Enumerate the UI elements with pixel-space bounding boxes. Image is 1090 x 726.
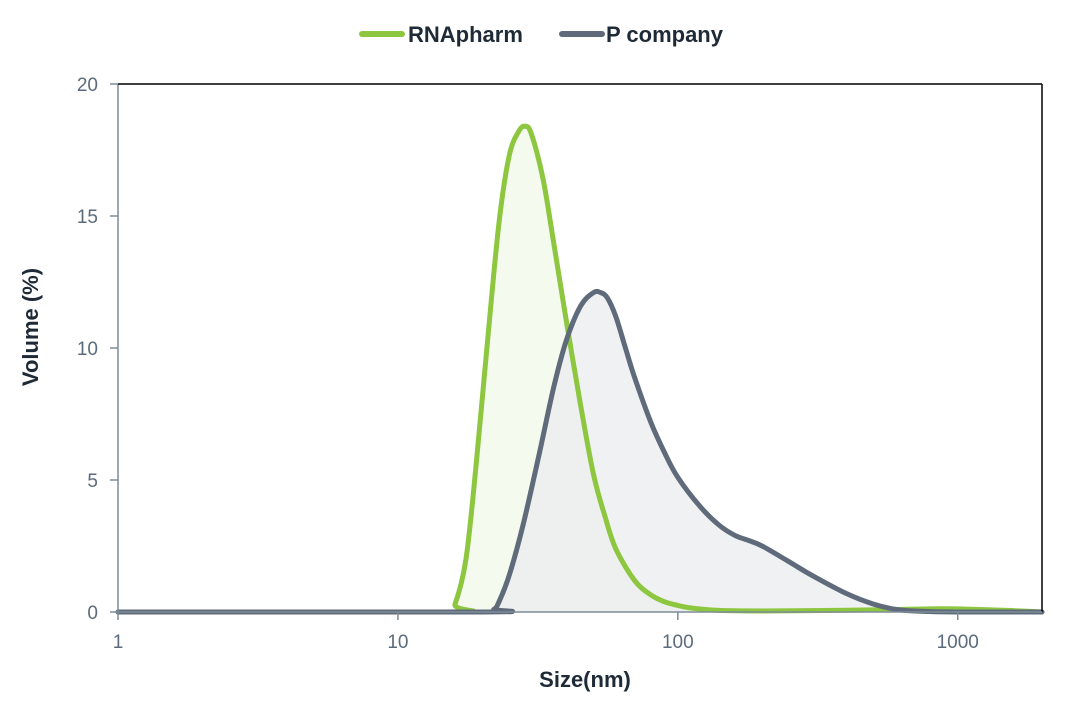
- y-axis-title: Volume (%): [18, 268, 43, 386]
- legend: RNApharm P company: [359, 22, 724, 47]
- y-tick-label: 20: [77, 75, 98, 96]
- x-ticks: 1 10 100 1000: [113, 612, 979, 653]
- legend-label-rnapharm: RNApharm: [408, 22, 523, 47]
- y-tick-label: 5: [87, 471, 98, 492]
- legend-label-p-company: P company: [606, 22, 724, 47]
- series-layer: [115, 123, 1045, 615]
- series-line-rnapharm: [115, 123, 1045, 615]
- x-tick-label: 1: [113, 632, 124, 653]
- y-tick-label: 15: [77, 207, 98, 228]
- y-tick-label: 0: [87, 603, 98, 624]
- series-area-p-company: [118, 291, 1042, 612]
- series-line-p-company: [115, 288, 1045, 615]
- x-axis-title: Size(nm): [539, 667, 631, 692]
- y-ticks: 0 5 10 15 20: [77, 75, 118, 624]
- axes: [117, 83, 1043, 613]
- y-tick-label: 10: [77, 339, 98, 360]
- x-tick-label: 10: [387, 632, 408, 653]
- x-tick-label: 1000: [937, 632, 979, 653]
- x-tick-label: 100: [662, 632, 694, 653]
